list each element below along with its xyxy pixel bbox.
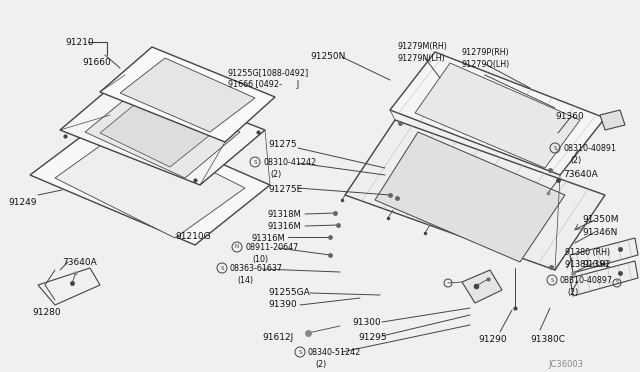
Text: (10): (10)	[252, 255, 268, 264]
Text: N: N	[235, 244, 239, 250]
Text: 91666 [0492-      J: 91666 [0492- J	[228, 80, 299, 89]
Polygon shape	[600, 110, 625, 130]
Text: (2): (2)	[567, 288, 579, 297]
Text: (14): (14)	[237, 276, 253, 285]
Text: 08310-41242: 08310-41242	[263, 158, 316, 167]
Polygon shape	[55, 128, 245, 238]
Polygon shape	[462, 270, 502, 303]
Text: (2): (2)	[570, 156, 581, 165]
Text: 91210: 91210	[65, 38, 93, 47]
Text: 91316M: 91316M	[268, 222, 301, 231]
Text: 91295: 91295	[358, 333, 387, 342]
Text: 91392: 91392	[582, 260, 611, 269]
Text: 91255G[1088-0492]: 91255G[1088-0492]	[228, 68, 309, 77]
Polygon shape	[375, 132, 565, 262]
Text: 91390: 91390	[268, 300, 297, 309]
Text: S: S	[298, 350, 301, 355]
Polygon shape	[570, 261, 638, 296]
Text: 08310-40897: 08310-40897	[560, 276, 613, 285]
Polygon shape	[85, 87, 240, 178]
Text: (2): (2)	[270, 170, 281, 179]
Text: 91280: 91280	[32, 308, 61, 317]
Text: 91612J: 91612J	[262, 333, 293, 342]
Text: 08911-20647: 08911-20647	[245, 243, 298, 252]
Polygon shape	[390, 52, 605, 175]
Text: 91360: 91360	[555, 112, 584, 121]
Text: 91210G: 91210G	[175, 232, 211, 241]
Polygon shape	[38, 268, 100, 305]
Text: 91279N(LH): 91279N(LH)	[398, 54, 445, 63]
Polygon shape	[30, 115, 270, 245]
Text: S: S	[550, 278, 554, 282]
Text: 91249: 91249	[8, 198, 36, 207]
Polygon shape	[60, 75, 265, 185]
Text: 91318M: 91318M	[268, 210, 301, 219]
Text: 91255GA: 91255GA	[268, 288, 310, 297]
Text: 91250N: 91250N	[310, 52, 346, 61]
Text: 91350M: 91350M	[582, 215, 618, 224]
Text: 91279Q(LH): 91279Q(LH)	[462, 60, 510, 69]
Text: 73640A: 73640A	[62, 258, 97, 267]
Text: 91316M: 91316M	[252, 234, 285, 243]
Text: S: S	[553, 145, 557, 151]
Text: 91381 (LH): 91381 (LH)	[565, 260, 609, 269]
Text: 91290: 91290	[478, 335, 507, 344]
Text: 91380 (RH): 91380 (RH)	[565, 248, 610, 257]
Text: 91279M(RH): 91279M(RH)	[398, 42, 448, 51]
Polygon shape	[415, 63, 580, 168]
Text: S: S	[616, 280, 619, 285]
Text: 91275E: 91275E	[268, 185, 302, 194]
Text: S: S	[220, 266, 224, 270]
Text: (2): (2)	[315, 360, 326, 369]
Polygon shape	[345, 120, 605, 270]
Text: JC36003: JC36003	[548, 360, 583, 369]
Text: 08340-51242: 08340-51242	[308, 348, 361, 357]
Text: 91279P(RH): 91279P(RH)	[462, 48, 509, 57]
Text: 08363-61637: 08363-61637	[230, 264, 283, 273]
Text: S: S	[253, 160, 257, 164]
Polygon shape	[570, 238, 638, 273]
Polygon shape	[120, 58, 255, 132]
Text: 08310-40891: 08310-40891	[563, 144, 616, 153]
Text: 91380C: 91380C	[530, 335, 565, 344]
Polygon shape	[100, 47, 275, 142]
Text: 91660: 91660	[82, 58, 111, 67]
Text: 91300: 91300	[352, 318, 381, 327]
Polygon shape	[100, 100, 210, 167]
Text: 91346N: 91346N	[582, 228, 618, 237]
Text: 73640A: 73640A	[563, 170, 598, 179]
Text: 91275: 91275	[268, 140, 296, 149]
